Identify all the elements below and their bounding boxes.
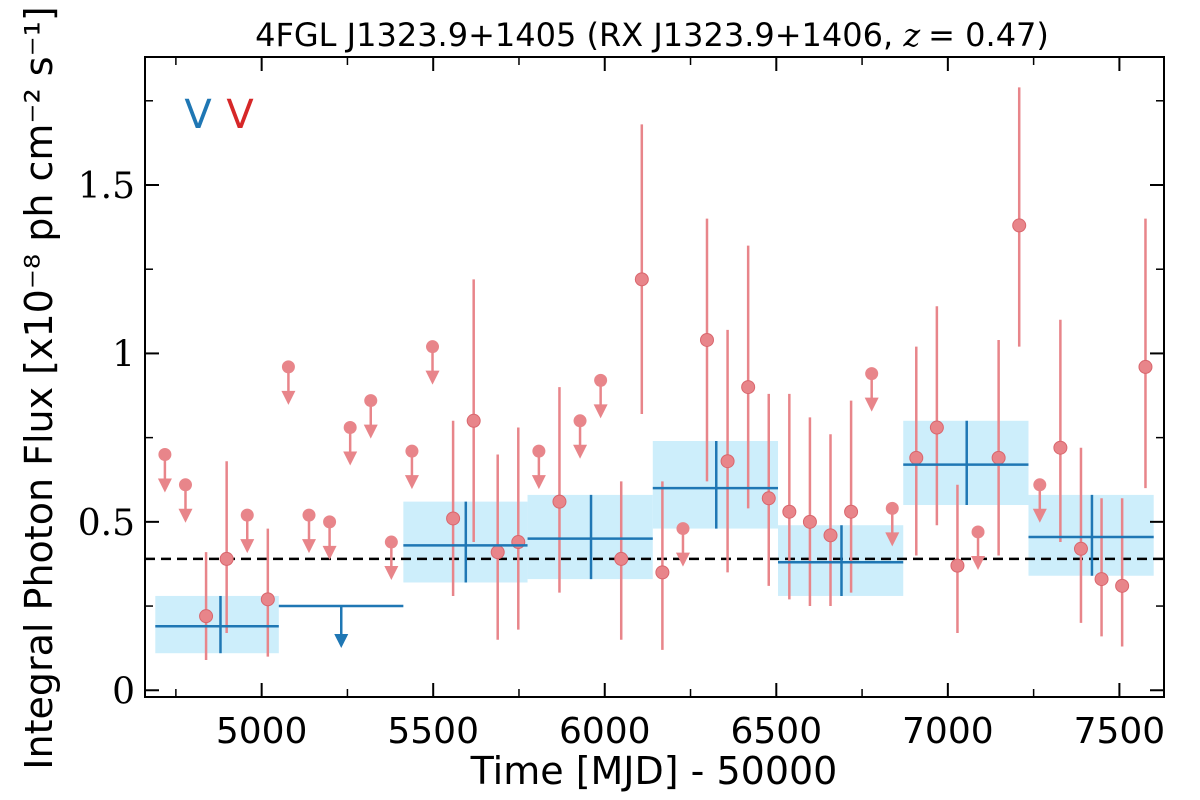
monthly-ul-arrow-21: [593, 404, 608, 419]
monthly-point-19: [552, 494, 567, 509]
monthly-ul-point-35: [885, 501, 899, 515]
y-tick-label-0: 0: [112, 671, 135, 712]
x-axis-label: Time [MJD] - 50000: [470, 749, 838, 793]
monthly-point-5: [260, 592, 275, 607]
plot-frame: [144, 56, 1165, 698]
monthly-point-26: [699, 332, 714, 347]
legend-marker-red: V: [226, 92, 254, 138]
x-tick-label-2: 6000: [559, 711, 651, 752]
monthly-ul-point-8: [323, 515, 337, 529]
monthly-ul-point-21: [594, 373, 608, 387]
monthly-point-30: [782, 504, 797, 519]
monthly-point-32: [823, 528, 838, 543]
monthly-point-40: [991, 450, 1006, 465]
monthly-ul-arrow-18: [531, 475, 546, 490]
monthly-ul-arrow-25: [675, 552, 690, 567]
yearly-flux-series: [155, 420, 1154, 654]
monthly-ul-point-20: [573, 414, 587, 428]
monthly-ul-arrow-10: [363, 424, 378, 439]
monthly-point-45: [1094, 572, 1109, 587]
monthly-ul-arrow-8: [322, 545, 337, 560]
monthly-point-16: [490, 545, 505, 560]
monthly-point-44: [1073, 541, 1088, 556]
monthly-ul-arrow-20: [573, 444, 588, 459]
x-tick-label-1: 5500: [387, 711, 479, 752]
monthly-ul-arrow-6: [281, 390, 296, 405]
monthly-point-37: [929, 420, 944, 435]
y-tick-label-2: 1: [112, 334, 135, 375]
axis-ticks: 5000 5500 6000 6500 7000 7500 0 0.5 1 1.5: [78, 57, 1165, 752]
monthly-point-23: [634, 272, 649, 287]
x-tick-label-4: 7000: [902, 711, 994, 752]
monthly-ul-arrow-42: [1032, 508, 1047, 523]
x-tick-label-0: 5000: [216, 711, 308, 752]
monthly-ul-arrow-7: [302, 539, 317, 554]
monthly-point-15: [466, 413, 481, 428]
monthly-ul-point-18: [532, 444, 546, 458]
monthly-ul-arrow-34: [864, 397, 879, 412]
monthly-flux-series: [157, 87, 1153, 660]
monthly-point-41: [1012, 218, 1027, 233]
monthly-ul-arrow-13: [425, 370, 440, 385]
yearly-ul-arrow-1: [334, 634, 349, 649]
monthly-ul-point-10: [364, 394, 378, 408]
y-axis-label: Integral Photon Flux [x10⁻⁸ ph cm⁻² s⁻¹]: [17, 6, 61, 769]
monthly-ul-point-4: [240, 508, 254, 522]
monthly-point-27: [720, 454, 735, 469]
monthly-ul-arrow-35: [885, 532, 900, 547]
monthly-point-33: [844, 504, 859, 519]
monthly-point-22: [614, 551, 629, 566]
monthly-point-31: [802, 514, 817, 529]
monthly-ul-arrow-1: [178, 508, 193, 523]
monthly-point-46: [1115, 578, 1130, 593]
monthly-ul-point-39: [971, 525, 985, 539]
monthly-point-28: [741, 380, 756, 395]
monthly-point-47: [1138, 359, 1153, 374]
monthly-point-38: [950, 558, 965, 573]
y-tick-label-3: 1.5: [78, 166, 135, 207]
monthly-point-2: [199, 609, 214, 624]
monthly-ul-arrow-12: [404, 475, 419, 490]
chart-title: 4FGL J1323.9+1405 (RX J1323.9+1406, z = 0…: [255, 16, 1049, 54]
monthly-ul-arrow-9: [343, 451, 358, 466]
monthly-point-14: [446, 511, 461, 526]
monthly-ul-point-25: [676, 522, 690, 536]
monthly-ul-point-0: [158, 447, 172, 461]
monthly-ul-point-42: [1033, 478, 1047, 492]
y-tick-label-1: 0.5: [78, 503, 135, 544]
monthly-ul-point-9: [343, 421, 357, 435]
monthly-point-24: [655, 565, 670, 580]
x-tick-label-5: 7500: [1074, 711, 1166, 752]
monthly-ul-arrow-0: [157, 478, 172, 493]
legend-marker-blue: V: [184, 92, 212, 138]
monthly-ul-point-34: [865, 367, 879, 381]
monthly-ul-arrow-11: [384, 566, 399, 581]
yearly-band-0: [155, 595, 279, 654]
monthly-point-43: [1053, 440, 1068, 455]
monthly-ul-point-12: [405, 444, 419, 458]
monthly-point-36: [909, 450, 924, 465]
monthly-point-3: [219, 551, 234, 566]
monthly-point-29: [761, 491, 776, 506]
monthly-ul-point-13: [426, 340, 440, 354]
monthly-ul-point-6: [281, 360, 295, 374]
monthly-ul-arrow-39: [971, 555, 986, 570]
monthly-ul-point-7: [302, 508, 316, 522]
monthly-ul-point-11: [384, 535, 398, 549]
x-tick-label-3: 6500: [730, 711, 822, 752]
monthly-ul-point-1: [178, 478, 192, 492]
monthly-ul-arrow-4: [240, 539, 255, 554]
